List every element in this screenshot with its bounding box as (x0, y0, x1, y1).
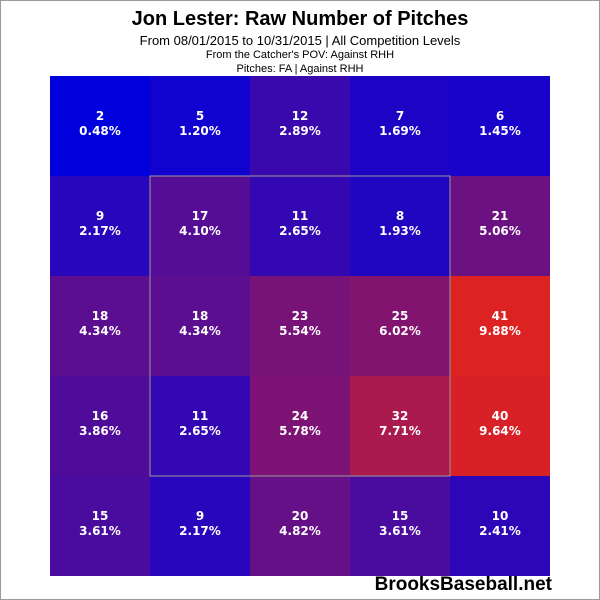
heatmap-cell (250, 76, 350, 176)
heatmap-cell (350, 76, 450, 176)
cell-count-label: 11 (292, 209, 309, 223)
cell-percent-label: 3.61% (79, 524, 121, 538)
cell-percent-label: 5.78% (279, 424, 321, 438)
pitch-filter-label: Pitches: FA | Against RHH (236, 63, 364, 75)
cell-count-label: 40 (492, 409, 509, 423)
heatmap-cell (450, 176, 550, 276)
cell-count-label: 15 (92, 509, 109, 523)
heatmap-cell (350, 276, 450, 376)
cell-percent-label: 2.17% (79, 224, 121, 238)
cell-count-label: 2 (96, 109, 104, 123)
heatmap-cell (150, 76, 250, 176)
cell-percent-label: 1.93% (379, 224, 421, 238)
cell-percent-label: 5.06% (479, 224, 521, 238)
cell-percent-label: 5.54% (279, 324, 321, 338)
cell-count-label: 41 (492, 309, 509, 323)
heatmap-cell (250, 476, 350, 576)
cell-percent-label: 4.82% (279, 524, 321, 538)
cell-percent-label: 9.64% (479, 424, 521, 438)
cell-count-label: 15 (392, 509, 409, 523)
cell-count-label: 21 (492, 209, 509, 223)
chart-title: Jon Lester: Raw Number of Pitches (131, 8, 469, 30)
heatmap-cell (50, 376, 150, 476)
cell-count-label: 18 (92, 309, 109, 323)
heatmap-cell (450, 476, 550, 576)
heatmap-cell (250, 176, 350, 276)
cell-percent-label: 2.89% (279, 124, 321, 138)
cell-percent-label: 0.48% (79, 124, 121, 138)
cell-count-label: 9 (96, 209, 104, 223)
cell-count-label: 7 (396, 109, 404, 123)
brand-watermark: BrooksBaseball.net (374, 574, 552, 595)
cell-count-label: 25 (392, 309, 409, 323)
cell-count-label: 11 (192, 409, 209, 423)
heatmap-cell (250, 276, 350, 376)
cell-count-label: 10 (492, 509, 509, 523)
cell-percent-label: 3.86% (79, 424, 121, 438)
heatmap-cell (50, 276, 150, 376)
cell-percent-label: 1.69% (379, 124, 421, 138)
heatmap-cell (150, 376, 250, 476)
heatmap-cell (150, 176, 250, 276)
cell-count-label: 32 (392, 409, 409, 423)
heatmap-cell (250, 376, 350, 476)
heatmap-cell (150, 476, 250, 576)
cell-count-label: 6 (496, 109, 504, 123)
cell-count-label: 16 (92, 409, 109, 423)
cell-count-label: 17 (192, 209, 209, 223)
cell-count-label: 9 (196, 509, 204, 523)
cell-count-label: 5 (196, 109, 204, 123)
cell-count-label: 20 (292, 509, 309, 523)
heatmap-cell (350, 176, 450, 276)
cell-percent-label: 9.88% (479, 324, 521, 338)
heatmap-cell (50, 176, 150, 276)
chart-subtitle: From 08/01/2015 to 10/31/2015 | All Comp… (139, 33, 461, 48)
cell-percent-label: 3.61% (379, 524, 421, 538)
cell-percent-label: 1.45% (479, 124, 521, 138)
cell-percent-label: 2.65% (179, 424, 221, 438)
heatmap-cell (350, 476, 450, 576)
cell-percent-label: 1.20% (179, 124, 221, 138)
pov-label: From the Catcher's POV: Against RHH (205, 49, 395, 61)
cell-percent-label: 7.71% (379, 424, 421, 438)
cell-percent-label: 4.34% (79, 324, 121, 338)
heatmap-cell (50, 476, 150, 576)
cell-percent-label: 4.10% (179, 224, 221, 238)
cell-count-label: 12 (292, 109, 309, 123)
cell-percent-label: 2.41% (479, 524, 521, 538)
cell-count-label: 23 (292, 309, 309, 323)
heatmap-cell (150, 276, 250, 376)
heatmap-cell (450, 376, 550, 476)
cell-count-label: 24 (292, 409, 309, 423)
cell-count-label: 18 (192, 309, 209, 323)
cell-percent-label: 4.34% (179, 324, 221, 338)
cell-percent-label: 2.17% (179, 524, 221, 538)
heatmap-cell (350, 376, 450, 476)
heatmap-cell (50, 76, 150, 176)
cell-percent-label: 6.02% (379, 324, 421, 338)
cell-count-label: 8 (396, 209, 404, 223)
cell-percent-label: 2.65% (279, 224, 321, 238)
heatmap-cell (450, 76, 550, 176)
heatmap-cell (450, 276, 550, 376)
strike-zone-outline (149, 175, 451, 477)
